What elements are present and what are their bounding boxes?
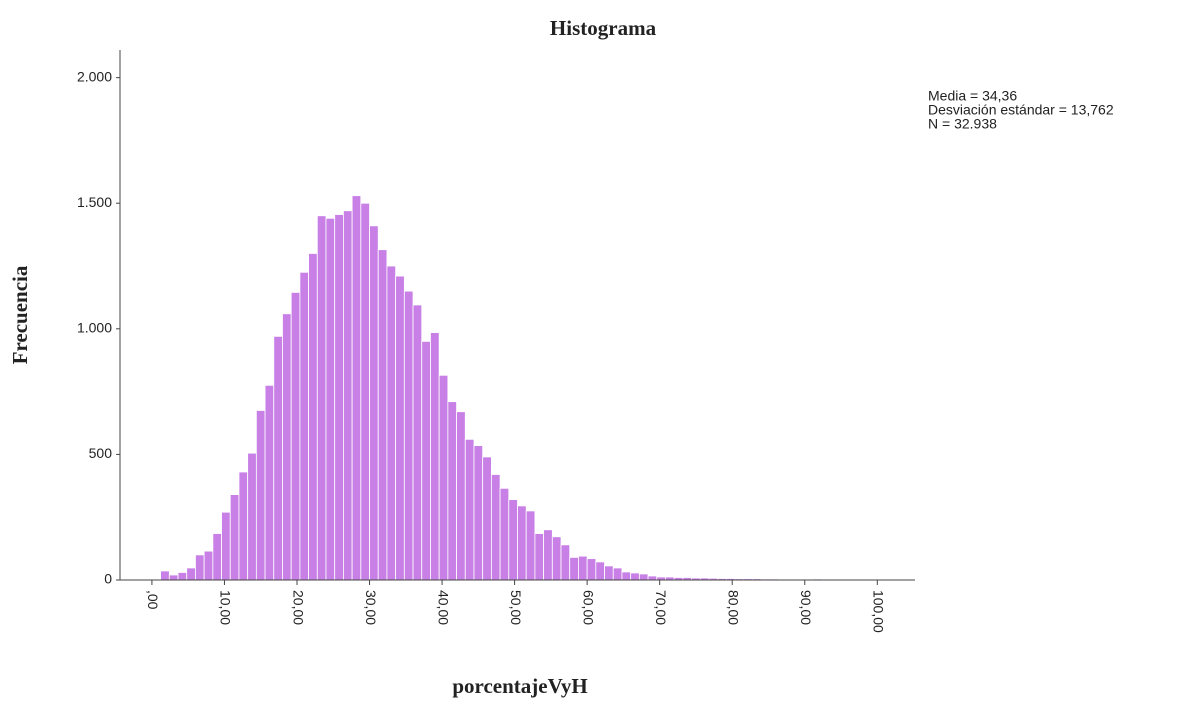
bar [160,570,170,581]
x-tick-label: 80,00 [726,590,742,625]
x-tick-label: 60,00 [580,590,596,625]
bar [369,225,379,581]
chart-title: Histograma [550,16,657,40]
bar [308,253,318,581]
y-axis-label: Frecuencia [8,265,32,364]
bar [621,571,632,581]
annotation: N = 32.938 [928,116,997,132]
bar [403,290,414,581]
bar [456,411,466,581]
bar [212,533,222,581]
x-tick-label: ,00 [145,590,161,610]
bar [560,544,571,581]
bar [499,487,510,581]
bar [273,335,283,581]
bar [612,567,623,581]
bar [290,291,301,581]
bar [325,217,336,581]
y-tick-label: 2.000 [77,68,112,84]
annotation: Desviación estándar = 13,762 [928,102,1114,118]
bar [586,558,597,581]
bar [177,572,188,581]
bar [508,499,518,581]
bar [543,529,553,581]
bar [578,555,588,581]
bar [630,572,640,581]
bar [438,374,449,581]
bar [447,401,457,581]
x-tick-label: 90,00 [798,590,814,625]
bar [238,471,249,581]
bar [430,332,440,581]
bar [299,271,309,581]
bar [247,452,257,581]
bar [186,567,196,581]
bar [638,573,649,581]
bar [412,304,423,581]
y-tick-label: 500 [89,445,113,461]
x-tick-label: 70,00 [653,590,669,625]
x-tick-label: 30,00 [363,590,379,625]
bar [464,438,475,581]
bar [490,474,501,581]
bar [595,561,605,581]
bar [395,275,405,581]
bar [377,249,388,581]
bar [282,313,292,581]
y-tick-label: 1.000 [77,320,112,336]
bar [255,410,266,581]
x-axis-label: porcentajeVyH [452,674,587,698]
bar [316,215,327,581]
bar [604,565,614,581]
bar [343,210,353,581]
bar [569,556,579,581]
y-tick-label: 0 [104,571,112,587]
bar [221,511,231,581]
bar [482,456,492,581]
bar [421,340,431,581]
bar [534,533,545,581]
x-tick-label: 40,00 [435,590,451,625]
bar [386,265,397,581]
annotation: Media = 34,36 [928,88,1017,104]
x-tick-label: 50,00 [508,590,524,625]
x-tick-label: 100,00 [871,590,887,633]
bar [517,505,527,581]
x-tick-label: 10,00 [218,590,234,625]
bar [360,202,370,581]
bar [647,575,658,581]
bar [229,494,240,581]
bar [334,214,344,581]
bar [195,554,205,581]
bar [473,445,484,581]
bar [203,550,214,581]
x-tick-label: 20,00 [290,590,306,625]
bar [168,574,179,581]
bar [525,510,536,581]
y-tick-label: 1.500 [77,194,112,210]
bar [264,384,275,581]
bar [351,195,362,581]
bar [551,536,562,581]
